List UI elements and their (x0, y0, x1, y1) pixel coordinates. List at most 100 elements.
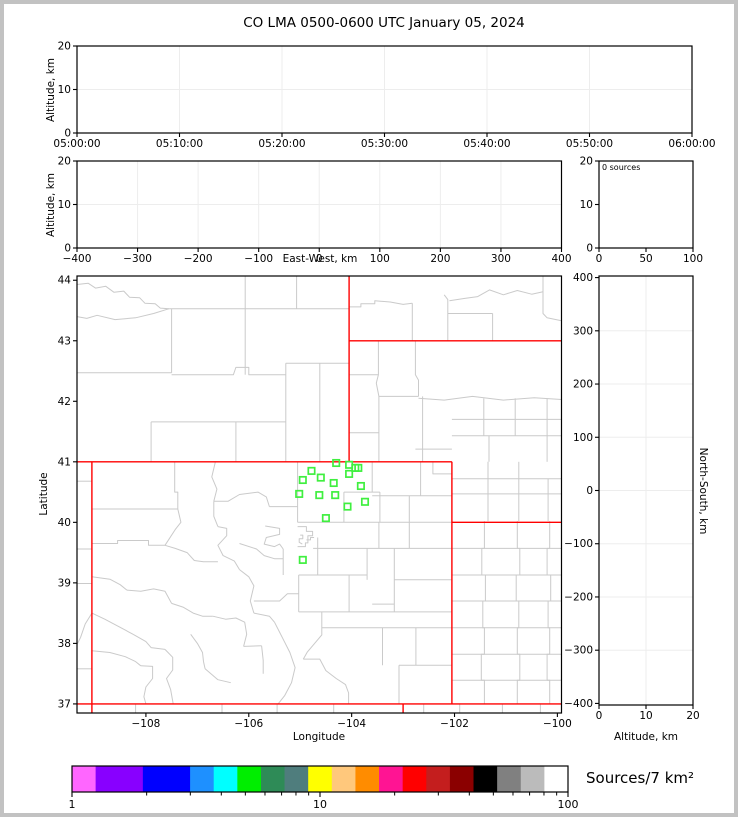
colorbar-segment (544, 766, 569, 792)
lma-station-marker (298, 555, 307, 564)
ew-tick-label: 200 (430, 253, 450, 265)
colorbar-segment (284, 766, 309, 792)
histogram-x-tick-label: 100 (683, 253, 703, 265)
lma-station-markers (295, 458, 370, 564)
ew-tick-label: 0 (316, 253, 323, 265)
longitude-tick-label: −102 (440, 718, 469, 730)
ew-tick-label: −300 (123, 253, 152, 265)
altitude-tick-label: 10 (58, 199, 71, 211)
colorbar-tick-label: 100 (558, 798, 579, 811)
altitude-tick-label: 0 (64, 243, 71, 255)
ew-height-ylabel: Altitude, km (45, 172, 57, 238)
ns-tick-label: −300 (564, 645, 593, 657)
ew-tick-label: −200 (184, 253, 213, 265)
lma-station-marker (331, 491, 340, 500)
histogram-y-tick-label: 10 (580, 199, 593, 211)
altitude-tick-label: 20 (58, 156, 71, 168)
ew-height-panel: −400 −300 −200 −100 0 100 200 300 400 0 10 20 (58, 156, 572, 266)
density-colorbar: 1 10 100 (69, 765, 579, 811)
time-height-ylabel: Altitude, km (45, 57, 57, 123)
longitude-tick-label: −104 (337, 718, 366, 730)
figure-title: CO LMA 0500-0600 UTC January 05, 2024 (243, 15, 525, 31)
latitude-tick-label: 39 (58, 577, 71, 589)
colorbar-segment (260, 766, 285, 792)
lma-station-marker (343, 502, 352, 511)
colorbar-segment (308, 766, 333, 792)
state-borders (77, 276, 562, 713)
map-xlabel: Longitude (292, 731, 346, 743)
histogram-y-tick-label: 0 (586, 243, 593, 255)
sources-count-annotation: 0 sources (602, 163, 641, 172)
time-tick-label: 05:00:00 (53, 138, 100, 150)
altitude-tick-label: 0 (64, 128, 71, 140)
ns-alt-tick-label: 0 (596, 710, 603, 722)
colorbar-segment (213, 766, 238, 792)
lma-station-marker (329, 478, 338, 488)
latitude-tick-label: 42 (58, 396, 71, 408)
colorbar-segment (355, 766, 380, 792)
ew-tick-label: 400 (551, 253, 571, 265)
lma-station-marker (354, 463, 363, 472)
ns-height-ylabel: North-South, km (697, 447, 709, 535)
time-tick-label: 05:50:00 (566, 138, 613, 150)
colorbar-segment (402, 766, 427, 792)
altitude-histogram-panel: 0 50 100 0 10 20 (580, 156, 703, 266)
altitude-tick-label: 20 (58, 41, 71, 53)
lma-station-marker (295, 489, 304, 498)
longitude-tick-label: −100 (543, 718, 572, 730)
ew-tick-label: 100 (370, 253, 390, 265)
lma-station-marker (298, 475, 307, 485)
colorbar-segment (72, 766, 97, 792)
time-tick-label: 06:00:00 (668, 138, 715, 150)
ew-height-xlabel: East-West, km (282, 253, 358, 265)
time-tick-label: 05:10:00 (156, 138, 203, 150)
colorbar-tick-label: 10 (313, 798, 327, 811)
latitude-tick-label: 40 (58, 517, 71, 529)
ew-tick-label: −100 (244, 253, 273, 265)
lma-station-marker (321, 514, 330, 523)
time-tick-label: 05:20:00 (258, 138, 305, 150)
latitude-tick-label: 44 (58, 275, 72, 287)
lma-station-marker (345, 469, 354, 478)
ns-tick-label: 300 (573, 325, 593, 337)
colorbar-segment (331, 766, 356, 792)
histogram-y-tick-label: 20 (580, 156, 593, 168)
longitude-tick-label: −106 (234, 718, 263, 730)
colorbar-segment (95, 766, 144, 792)
lma-station-marker (307, 466, 316, 475)
histogram-x-tick-label: 0 (596, 253, 603, 265)
longitude-tick-label: −108 (131, 718, 160, 730)
colorbar-segment (473, 766, 498, 792)
latitude-tick-label: 37 (58, 698, 71, 710)
colorbar-tick-label: 1 (69, 798, 76, 811)
time-tick-label: 05:30:00 (361, 138, 408, 150)
ns-tick-label: 200 (573, 379, 593, 391)
map-axes: −108 −106 −104 −102 −100 37 38 39 40 41 42 43 44 (58, 275, 572, 730)
histogram-x-tick-label: 50 (639, 253, 652, 265)
time-tick-label: 05:40:00 (463, 138, 510, 150)
ns-tick-label: −100 (564, 538, 593, 550)
map-ylabel: Latitude (38, 472, 50, 516)
figure-canvas: 05:00:00 05:10:00 05:20:00 05:30:00 05:40:00… (53, 41, 715, 812)
colorbar-segment (497, 766, 522, 792)
lma-station-marker (332, 458, 341, 468)
lma-station-marker (315, 491, 324, 500)
ns-tick-label: −400 (564, 698, 593, 710)
latitude-tick-label: 43 (58, 335, 71, 347)
colorbar-segment (426, 766, 451, 792)
county-boundaries (76, 276, 562, 713)
ew-tick-label: −400 (63, 253, 92, 265)
ns-alt-tick-label: 20 (686, 710, 699, 722)
colorbar-segment (237, 766, 262, 792)
colorbar-label: Sources/7 km² (586, 769, 695, 787)
time-height-panel: 05:00:00 05:10:00 05:20:00 05:30:00 05:40:00… (53, 41, 715, 151)
ns-height-xlabel: Altitude, km (613, 731, 678, 743)
colorbar-segment (520, 766, 545, 792)
ew-tick-label: 300 (491, 253, 511, 265)
lma-station-marker (316, 473, 325, 482)
latitude-tick-label: 38 (58, 638, 71, 650)
ns-alt-tick-label: 10 (639, 710, 652, 722)
ns-tick-label: 400 (573, 272, 593, 284)
